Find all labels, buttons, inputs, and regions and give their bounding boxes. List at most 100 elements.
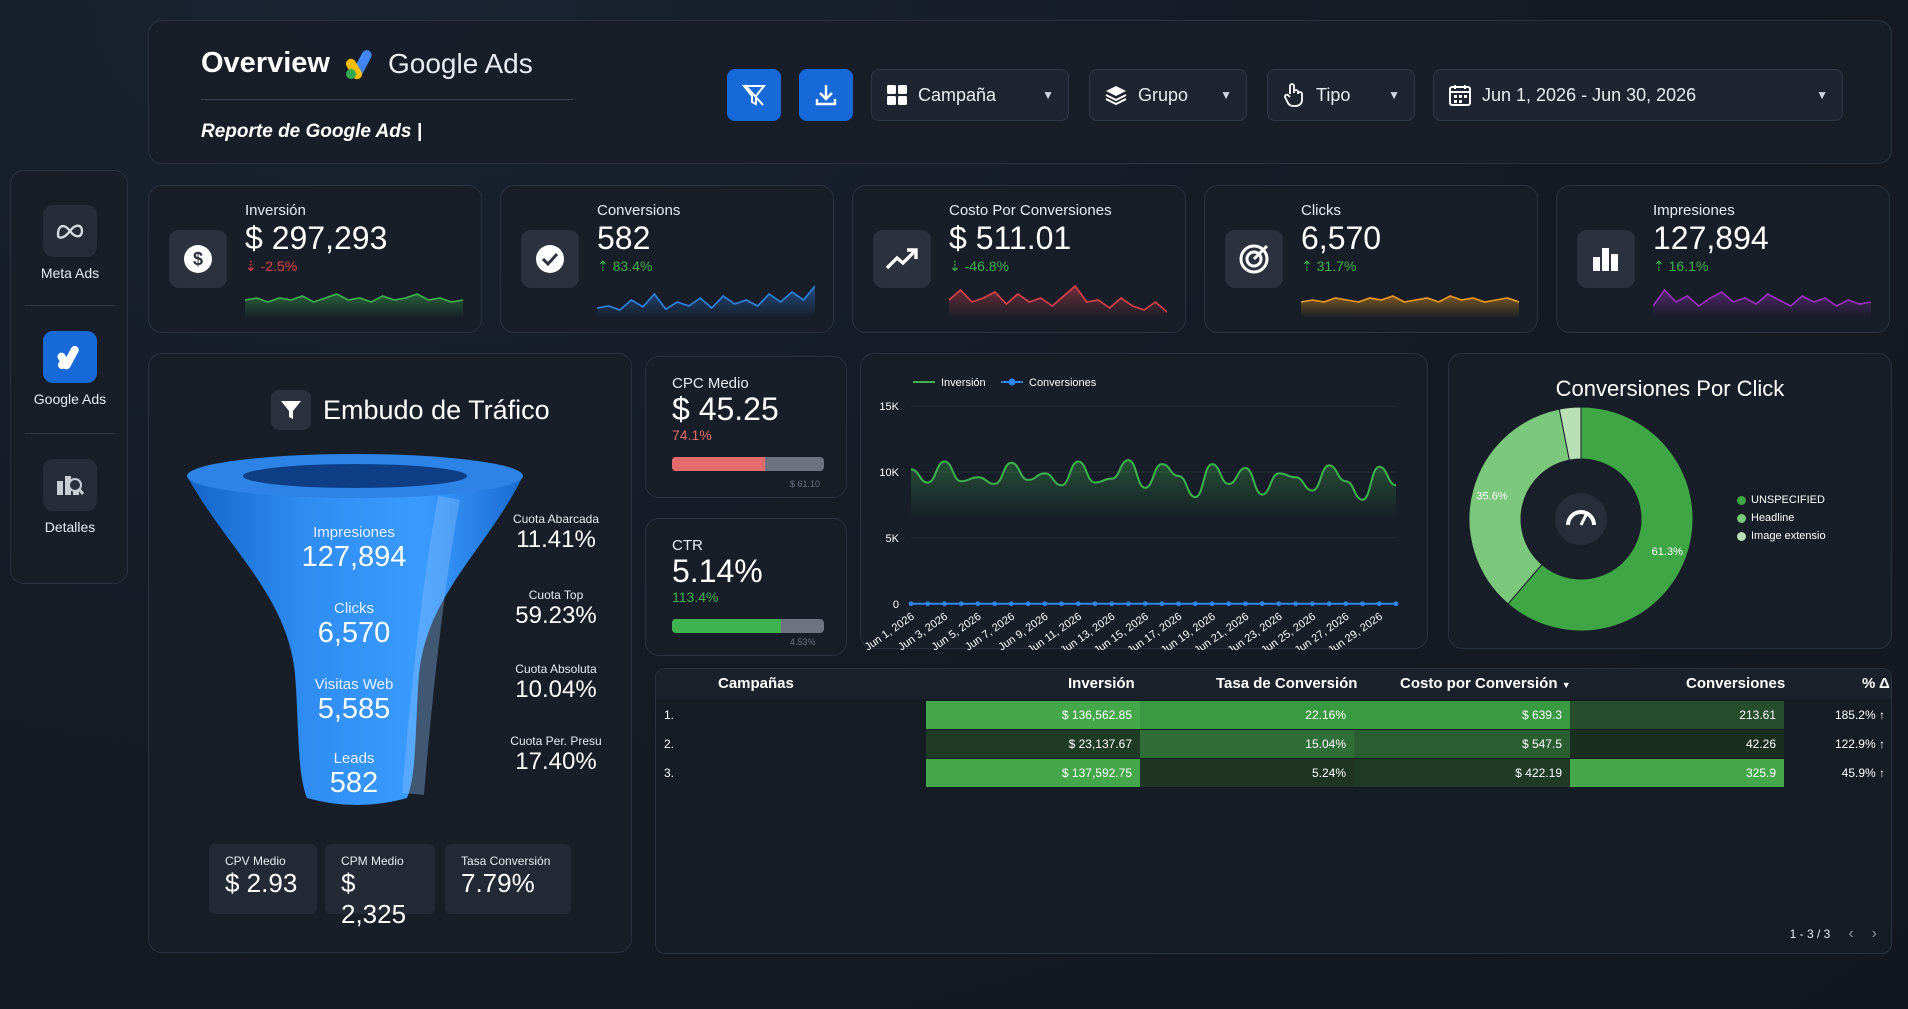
type-filter[interactable]: Tipo ▼: [1267, 69, 1415, 121]
data-point[interactable]: [1360, 601, 1365, 607]
data-point[interactable]: [1276, 601, 1282, 607]
pie-slice[interactable]: [1468, 408, 1570, 605]
kpi-delta: ⇡ 83.4%: [597, 258, 652, 275]
kpi-card-investment: $ Inversión $ 297,293 ⇣ -2.5%: [148, 185, 482, 333]
share-item: Cuota Top 59.23%: [501, 588, 611, 630]
data-point[interactable]: [1176, 601, 1181, 607]
legend-label: Headline: [1751, 512, 1795, 524]
data-point[interactable]: [1293, 601, 1299, 607]
data-point[interactable]: [1142, 601, 1148, 607]
funnel-graphic: [187, 454, 523, 805]
data-point[interactable]: [1008, 601, 1014, 607]
cpc-value: $ 45.25: [672, 391, 779, 427]
chevron-left-icon[interactable]: ‹: [1848, 925, 1854, 942]
data-point[interactable]: [1343, 601, 1349, 607]
share-label: Cuota Per. Presu: [510, 734, 602, 748]
campaign-filter[interactable]: Campaña ▼: [871, 69, 1069, 121]
data-point[interactable]: [942, 601, 947, 607]
page-title: Overview: [201, 47, 330, 79]
donut-title: Conversiones Por Click: [1555, 376, 1785, 401]
legend-label: Conversiones: [1029, 377, 1097, 389]
kpi-sparkline: [1653, 288, 1871, 318]
share-value: 11.41%: [516, 526, 596, 553]
mini-kpi-conversion-rate: Tasa Conversión 7.79%: [445, 844, 571, 914]
kpi-label: Clicks: [1301, 202, 1341, 219]
table-row[interactable]: 2. $ 23,137.67 15.04% $ 547.5 42.26 122.9% ↑: [656, 730, 1891, 758]
legend-item: Conversiones: [1001, 377, 1097, 389]
date-range-picker[interactable]: Jun 1, 2026 - Jun 30, 2026 ▼: [1433, 69, 1843, 121]
ctr-label: CTR: [672, 537, 703, 554]
sparkline-line: [1653, 288, 1871, 308]
download-button[interactable]: [799, 69, 853, 121]
data-point[interactable]: [992, 601, 998, 607]
mini-kpi-value: $ 2,325: [341, 868, 407, 929]
column-header-campaigns[interactable]: Campañas: [718, 675, 794, 692]
sidebar-item-label: Google Ads: [33, 391, 107, 407]
data-point[interactable]: [1309, 601, 1315, 607]
arrow-up-icon: ⇡: [597, 258, 613, 274]
pie-slice[interactable]: [1558, 406, 1582, 461]
data-point[interactable]: [958, 601, 964, 607]
data-point[interactable]: [1042, 601, 1048, 607]
row-index: 3.: [664, 766, 675, 780]
pagination: 1 - 3 / 3 ‹ ›: [1790, 925, 1877, 943]
data-point[interactable]: [1259, 601, 1265, 607]
column-header-investment[interactable]: Inversión: [1068, 675, 1135, 692]
column-header-conversions[interactable]: Conversiones: [1686, 675, 1786, 692]
table-row[interactable]: 1. $ 136,562.85 22.16% $ 639.3 213.61 185.2% …: [656, 701, 1891, 729]
cpc-progress-fill: [672, 457, 765, 471]
legend-item: UNSPECIFIED: [1737, 494, 1825, 506]
sidebar-item-details[interactable]: Detalles: [11, 459, 129, 535]
google-ads-icon: [43, 331, 97, 383]
data-point[interactable]: [1126, 601, 1131, 607]
chevron-down-icon: ▼: [1816, 88, 1828, 102]
cpc-card: CPC Medio $ 45.25 74.1% $ 61.10: [645, 356, 847, 498]
data-point[interactable]: [1192, 601, 1198, 607]
group-filter[interactable]: Grupo ▼: [1089, 69, 1247, 121]
data-point[interactable]: [1226, 601, 1232, 607]
table-cell-inv: $ 136,562.85: [926, 701, 1140, 729]
data-point[interactable]: [1243, 601, 1248, 607]
data-point[interactable]: [1075, 601, 1081, 607]
sidebar-item-google-ads[interactable]: Google Ads: [11, 331, 129, 407]
traffic-funnel-panel: Embudo de Tráfico Impresiones 127,894 Cl…: [148, 353, 632, 953]
kpi-label: Costo Por Conversiones: [949, 202, 1112, 219]
table-cell-percent-change: 122.9% ↑: [1834, 737, 1885, 751]
data-point[interactable]: [908, 601, 914, 607]
data-point[interactable]: [1326, 601, 1332, 607]
mini-kpi-value: 7.79%: [461, 868, 535, 898]
date-range-label: Jun 1, 2026 - Jun 30, 2026: [1482, 84, 1697, 105]
data-point[interactable]: [1059, 601, 1064, 607]
data-point[interactable]: [1393, 601, 1399, 607]
table-cell-inv: $ 23,137.67: [926, 730, 1140, 758]
data-point[interactable]: [1209, 601, 1215, 607]
chevron-right-icon[interactable]: ›: [1871, 925, 1877, 942]
chevron-down-icon: ▼: [1388, 88, 1400, 102]
row-index: 2.: [664, 737, 675, 751]
data-point[interactable]: [1159, 601, 1165, 607]
column-header-conversion-rate[interactable]: Tasa de Conversión: [1216, 675, 1358, 692]
data-point[interactable]: [925, 601, 931, 607]
share-value: 10.04%: [515, 676, 597, 703]
share-item: Cuota Abarcada 11.41%: [501, 512, 611, 554]
pie-slice[interactable]: [1507, 406, 1694, 632]
column-header-cost-per-conversion[interactable]: Costo por Conversión ▼: [1400, 675, 1571, 692]
gauge-icon-arc: [1566, 510, 1596, 526]
ctr-target-label: 4.53%: [790, 637, 816, 647]
data-point[interactable]: [1092, 601, 1098, 607]
column-header-percent-change[interactable]: % Δ: [1862, 675, 1890, 692]
sidebar-item-meta-ads[interactable]: Meta Ads: [11, 205, 129, 281]
cpc-delta: 74.1%: [672, 427, 712, 443]
clear-filters-button[interactable]: [727, 69, 781, 121]
page-subtitle: Reporte de Google Ads |: [201, 121, 423, 142]
funnel-stage-value: 127,894: [301, 541, 407, 573]
ctr-delta: 113.4%: [672, 589, 719, 605]
table-row[interactable]: 3. $ 137,592.75 5.24% $ 422.19 325.9 45.9% ↑: [656, 759, 1891, 787]
kpi-sparkline: [1301, 295, 1519, 318]
data-point[interactable]: [1025, 601, 1031, 607]
data-point[interactable]: [975, 601, 981, 607]
data-point[interactable]: [1109, 601, 1115, 607]
kpi-label: Impresiones: [1653, 202, 1735, 219]
data-point[interactable]: [1376, 601, 1382, 607]
kpi-card-clicks: Clicks 6,570 ⇡ 31.7%: [1204, 185, 1538, 333]
